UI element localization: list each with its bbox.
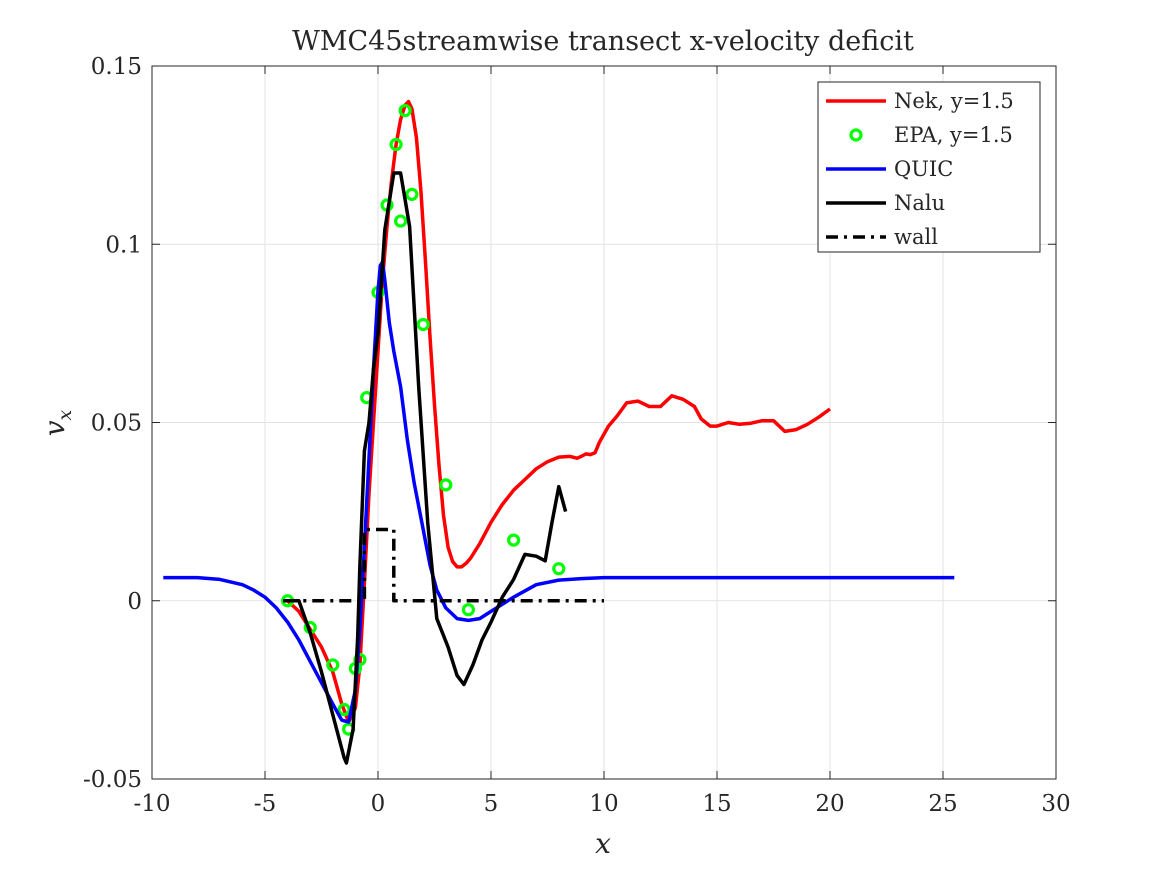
x-tick-label: -10 (133, 791, 170, 817)
x-tick-label: -5 (254, 791, 276, 817)
data-point-marker (326, 658, 340, 672)
x-tick-label: 5 (484, 791, 499, 817)
legend-entry-quic: QUIC (826, 157, 953, 181)
legend: Nek, y=1.5 EPA, y=1.5 QUIC Nalu wall (817, 81, 1041, 253)
y-tick-label: 0.15 (91, 54, 142, 80)
legend-items: Nek, y=1.5 EPA, y=1.5 QUIC Nalu wall (826, 89, 1014, 249)
series-nalu-line (283, 171, 568, 765)
legend-box (817, 81, 1041, 253)
data-point-marker (461, 603, 475, 617)
x-tick-label: 25 (928, 791, 957, 817)
y-tick-label: 0.05 (91, 411, 142, 437)
series-quic-line (163, 260, 955, 724)
y-axis-label-subscript: x (54, 409, 76, 420)
legend-label: wall (894, 225, 938, 249)
data-point-marker (506, 533, 521, 547)
axis-ticks: -10 -5 0 5 10 15 20 25 30 -0.05 0 0.05 0.1 0.15 (83, 54, 1071, 817)
data-point-marker (552, 562, 566, 576)
x-tick-label: 0 (371, 791, 386, 817)
data-point-marker (405, 187, 419, 201)
legend-entry-nek-y-1-5: Nek, y=1.5 (826, 89, 1014, 113)
y-tick-label: 0 (127, 589, 142, 615)
y-axis-label-base: v (38, 420, 71, 436)
series-wall-line (285, 527, 604, 603)
legend-marker (849, 128, 863, 142)
x-tick-label: 20 (815, 791, 844, 817)
series-nek-y-1-5-line (286, 99, 832, 724)
data-point-marker (394, 214, 408, 228)
legend-label: Nek, y=1.5 (894, 89, 1014, 113)
x-axis-label: x (595, 827, 611, 860)
data-point-marker (398, 103, 412, 118)
chart-title: WMC45streamwise transect x-velocity defi… (292, 26, 914, 57)
series-layer (163, 99, 955, 765)
legend-entry-wall: wall (826, 225, 938, 249)
y-axis-label: vx (38, 409, 76, 436)
data-point-marker (416, 317, 430, 332)
legend-entry-nalu: Nalu (826, 191, 945, 215)
legend-label: QUIC (894, 157, 953, 181)
y-tick-label: -0.05 (83, 767, 142, 793)
x-tick-label: 30 (1041, 791, 1070, 817)
y-tick-label: 0.1 (105, 232, 142, 258)
legend-label: Nalu (894, 191, 945, 215)
legend-entry-epa-y-1-5: EPA, y=1.5 (849, 123, 1013, 147)
legend-label: EPA, y=1.5 (894, 123, 1013, 147)
x-tick-label: 15 (702, 791, 731, 817)
data-point-marker (337, 702, 351, 717)
x-tick-label: 10 (589, 791, 618, 817)
data-point-marker (439, 478, 453, 492)
data-point-marker (389, 137, 403, 152)
